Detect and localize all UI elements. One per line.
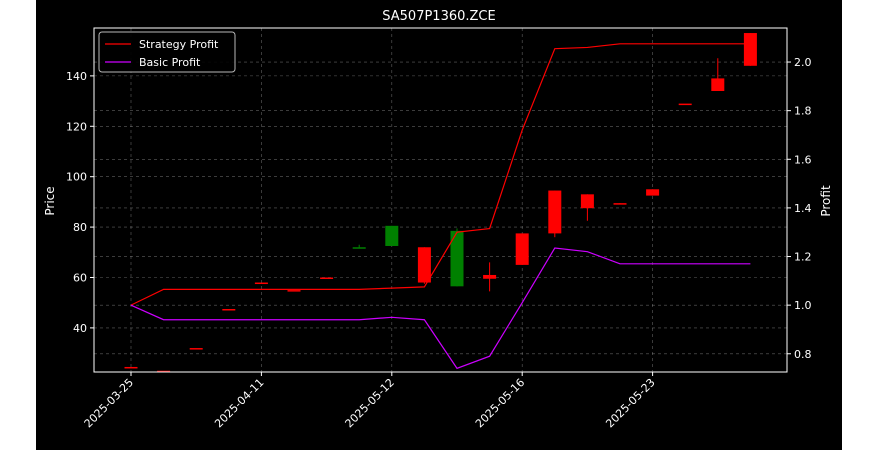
- candle-body: [189, 348, 203, 350]
- candle-body: [711, 78, 725, 92]
- candle-body: [352, 247, 366, 249]
- right-y-ticks: 0.8 1.0 1.2 1.4 1.6 1.8 2.0: [787, 56, 812, 361]
- legend-strategy-label: Strategy Profit: [139, 38, 219, 51]
- candle-body: [254, 282, 268, 285]
- candle-body: [320, 277, 334, 279]
- candle: [352, 244, 366, 249]
- candle: [580, 194, 594, 221]
- candle: [254, 282, 268, 285]
- left-y-ticks: 40 60 80 100 120 140: [66, 70, 94, 335]
- tick-label-right: 1.6: [794, 153, 812, 166]
- tick-label-left: 140: [66, 70, 87, 83]
- tick-label-right: 1.8: [794, 105, 812, 118]
- candle-body: [613, 203, 627, 205]
- axes: [93, 27, 788, 373]
- candle-body: [743, 33, 757, 66]
- candle: [613, 203, 627, 205]
- legend-box: [98, 31, 236, 73]
- plot-frame: [93, 27, 788, 373]
- candle-body: [646, 189, 660, 196]
- legend: Strategy Profit Basic Profit: [98, 31, 236, 73]
- tick-label-left: 120: [66, 120, 87, 133]
- strategy-profit-line: [130, 43, 751, 306]
- candle: [678, 103, 692, 106]
- candle: [417, 247, 431, 284]
- candlestick-series: [124, 33, 757, 373]
- candle: [743, 33, 757, 66]
- candle: [483, 262, 497, 292]
- tick-label-right: 1.2: [794, 251, 812, 264]
- candle-body: [385, 225, 399, 246]
- candle-body: [222, 308, 236, 311]
- y-axis-label-left: Price: [43, 186, 57, 215]
- candle: [385, 225, 399, 246]
- axes-background: [36, 0, 842, 450]
- candle: [222, 308, 236, 311]
- legend-basic-label: Basic Profit: [139, 56, 201, 69]
- candle-body: [515, 233, 529, 265]
- candle: [124, 366, 138, 369]
- candle: [189, 348, 203, 350]
- candle: [450, 228, 464, 287]
- tick-label-right: 2.0: [794, 56, 812, 69]
- tick-label-right: 1.4: [794, 202, 812, 215]
- tick-label-left: 100: [66, 171, 87, 184]
- candle: [711, 58, 725, 92]
- candle: [157, 370, 171, 373]
- candle-body: [157, 370, 171, 373]
- candle-body: [580, 194, 594, 209]
- candle: [646, 189, 660, 196]
- candle-body: [124, 366, 138, 369]
- candle-body: [548, 190, 562, 234]
- candle: [515, 233, 529, 265]
- tick-label-left: 60: [73, 271, 87, 284]
- profit-lines: [130, 43, 751, 370]
- candle-body: [483, 274, 497, 279]
- candle: [548, 190, 562, 238]
- tick-label-right: 0.8: [794, 348, 812, 361]
- candle: [287, 290, 301, 292]
- tick-label-right: 1.0: [794, 299, 812, 312]
- grid-lines: [94, 28, 787, 372]
- chart-title: SA507P1360.ZCE: [382, 9, 495, 24]
- tick-label-left: 40: [73, 322, 87, 335]
- basic-profit-line: [130, 247, 751, 370]
- y-axis-label-right: Profit: [819, 185, 833, 217]
- candle-body: [678, 103, 692, 106]
- tick-label-left: 80: [73, 221, 87, 234]
- candle: [320, 277, 334, 279]
- candle-body: [450, 230, 464, 287]
- candle-body: [287, 290, 301, 292]
- candle-body: [417, 247, 431, 283]
